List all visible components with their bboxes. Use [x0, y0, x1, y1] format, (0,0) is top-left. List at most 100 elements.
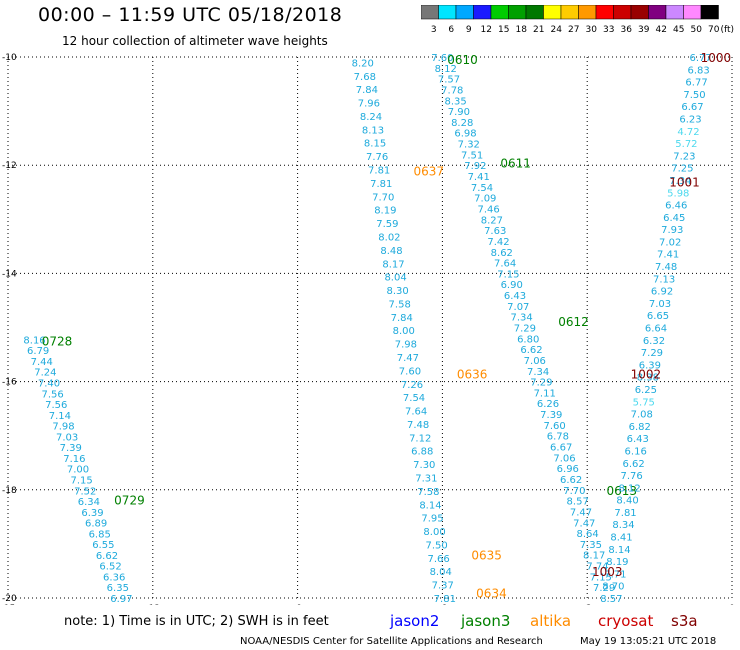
wave-height-value: 6.36 — [103, 572, 125, 583]
wave-height-value: 8.38 — [637, 373, 659, 384]
pass-time-label: 1000 — [701, 51, 732, 65]
wave-height-value: 7.98 — [395, 340, 417, 351]
pass-time-label: 0634 — [476, 587, 507, 601]
wave-height-value: 7.93 — [661, 225, 683, 236]
wave-height-value: 6.92 — [651, 287, 673, 298]
pass-time-label: 0613 — [607, 484, 638, 498]
wave-height-value: 6.46 — [665, 201, 687, 212]
wave-height-value: 7.50 — [683, 90, 705, 101]
wave-height-value: 7.98 — [52, 422, 74, 433]
colorbar-swatch — [700, 5, 719, 20]
wave-height-value: 8.41 — [610, 533, 632, 544]
wave-height-value: 6.34 — [78, 497, 100, 508]
wave-height-value: 7.40 — [38, 379, 60, 390]
wave-height-value: 7.09 — [474, 194, 496, 205]
wave-height-value: 8.40 — [616, 496, 638, 507]
wave-height-value: 7.29 — [641, 348, 663, 359]
wave-height-value: 7.50 — [425, 540, 447, 551]
wave-height-value: 7.76 — [620, 471, 642, 482]
wave-height-value: 6.16 — [625, 446, 647, 457]
wave-height-value: 7.44 — [31, 357, 53, 368]
legend-note: note: 1) Time is in UTC; 2) SWH is in fe… — [64, 614, 329, 629]
wave-height-value: 7.23 — [673, 151, 695, 162]
wave-height-value: 7.26 — [401, 380, 423, 391]
page-title: 00:00 – 11:59 UTC 05/18/2018 — [38, 4, 343, 26]
lat-tick-label: -10 — [2, 53, 17, 63]
colorbar-label: 18 — [516, 25, 528, 35]
lat-tick-label: -12 — [2, 161, 17, 171]
wave-height-value: 7.13 — [653, 274, 675, 285]
colorbar-label: 9 — [466, 25, 472, 35]
wave-height-value: 8.12 — [435, 64, 457, 75]
wave-height-value: 6.78 — [547, 432, 569, 443]
wave-height-value: 6.23 — [679, 114, 701, 125]
wave-height-value: 7.15 — [497, 269, 519, 280]
wave-height-value: 8.64 — [576, 529, 598, 540]
wave-height-value: 7.60 — [431, 53, 453, 64]
colorbar-label: 36 — [621, 25, 633, 35]
colorbar-label: 42 — [656, 25, 667, 35]
wave-height-value: 8.04 — [430, 567, 452, 578]
wave-height-value: 7.54 — [403, 393, 425, 404]
wave-height-value: 7.30 — [413, 460, 435, 471]
pass-time-label: 0611 — [500, 156, 531, 170]
wave-height-value: 7.16 — [63, 454, 85, 465]
wave-height-value: 6.55 — [92, 540, 114, 551]
lon-tick-label: 0 — [729, 604, 735, 605]
pass-time-label: 0635 — [471, 549, 502, 563]
wave-height-value: 7.07 — [507, 302, 529, 313]
wave-height-value: 7.57 — [438, 75, 460, 86]
wave-height-value: 5.72 — [675, 139, 697, 150]
wave-height-value: 7.47 — [570, 507, 592, 518]
pass-time-label: 1003 — [592, 565, 623, 579]
colorbar-label: 30 — [586, 25, 598, 35]
wave-height-value: 7.51 — [461, 150, 483, 161]
wave-height-value: 7.35 — [580, 540, 602, 551]
wave-height-value: 7.29 — [593, 583, 615, 594]
wave-height-value: 6.45 — [663, 213, 685, 224]
colorbar-label: 21 — [533, 25, 544, 35]
wave-height-value: 7.14 — [49, 411, 71, 422]
wave-height-value: 6.85 — [89, 529, 111, 540]
wave-height-value: 8.14 — [419, 500, 441, 511]
colorbar: 3 6 9 12 15 18 21 24 27 30 33 36 39 42 45 50 70 (ft) — [421, 5, 734, 35]
wave-height-value: 7.81 — [614, 508, 636, 519]
wave-height-value: 8.20 — [352, 58, 374, 69]
colorbar-label: 27 — [568, 25, 579, 35]
colorbar-label: 33 — [603, 25, 614, 35]
lon-tick-label: -3 — [583, 604, 592, 605]
wave-height-value: 8.15 — [364, 139, 386, 150]
wave-height-value: 6.82 — [629, 422, 651, 433]
wave-height-value: 8.17 — [583, 551, 605, 562]
colorbar-label: 24 — [551, 25, 563, 35]
wave-height-value: 6.88 — [411, 447, 433, 458]
colorbar-label: 50 — [691, 25, 703, 35]
wave-height-value: 6.43 — [504, 291, 526, 302]
pass-time-label: 0612 — [558, 315, 589, 329]
wave-height-value: 8.12 — [618, 483, 640, 494]
wave-height-value: 7.74 — [586, 562, 608, 573]
lat-tick-label: -20 — [2, 594, 17, 604]
lat-tick-label: -18 — [2, 486, 17, 496]
pass-time-label: 1002 — [631, 367, 662, 381]
wave-height-value: 7.24 — [34, 368, 56, 379]
wave-height-value: 7.48 — [655, 262, 677, 273]
wave-height-value: 6.62 — [520, 345, 542, 356]
wave-height-value: 8.04 — [384, 273, 406, 284]
wave-height-value: 7.15 — [70, 475, 92, 486]
wave-height-value: 7.08 — [631, 410, 653, 421]
lon-tick-label: -12 — [145, 604, 160, 605]
wave-height-value: 7.71 — [604, 569, 626, 580]
wave-height-map: -15-12-9-6-30-10-12-14-16-18-208.166.797… — [1, 51, 735, 605]
wave-height-value: 8.35 — [444, 96, 466, 107]
wave-height-value: 7.58 — [417, 487, 439, 498]
wave-height-value: 6.89 — [85, 519, 107, 530]
lon-tick-label: -6 — [438, 604, 447, 605]
wave-height-value: 8.30 — [386, 286, 408, 297]
lon-tick-label: -15 — [1, 604, 16, 605]
wave-height-value: 7.92 — [464, 161, 486, 172]
colorbar-label: 3 — [431, 25, 437, 35]
wave-height-value: 8.28 — [451, 118, 473, 129]
wave-height-value: 6.62 — [96, 551, 118, 562]
wave-height-value: 7.46 — [477, 204, 499, 215]
